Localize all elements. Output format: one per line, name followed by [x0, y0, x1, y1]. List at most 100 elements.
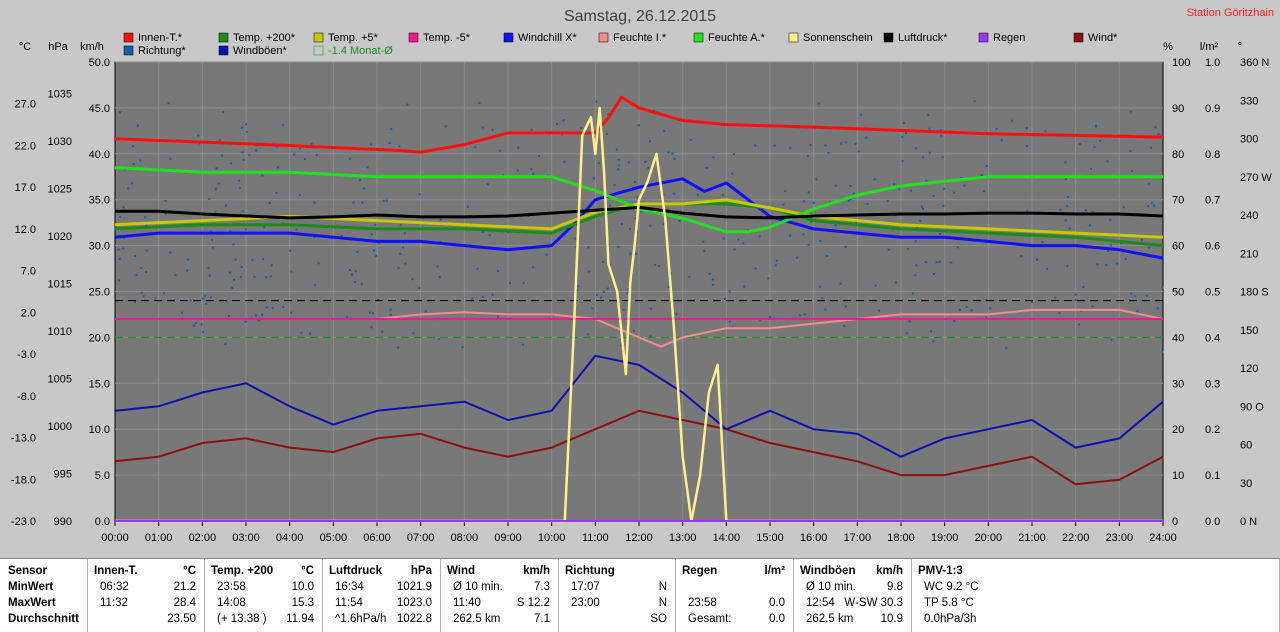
x-tick-label: 18:00	[887, 532, 915, 544]
direction-dot	[927, 113, 930, 116]
direction-dot	[596, 293, 599, 296]
stats-cell-time: 23:58	[688, 597, 717, 609]
tick-label-kmh: 20.0	[89, 332, 110, 344]
axis-unit-rain: l/m²	[1200, 41, 1219, 53]
direction-dot	[1147, 182, 1150, 185]
direction-dot	[1095, 124, 1098, 127]
direction-dot	[1109, 218, 1112, 221]
direction-dot	[1147, 246, 1150, 249]
direction-dot	[617, 168, 620, 171]
direction-dot	[627, 288, 630, 291]
direction-dot	[118, 111, 121, 114]
direction-dot	[356, 250, 359, 253]
tick-label-rain: 0.1	[1205, 470, 1220, 482]
tick-label-percent: 60	[1172, 241, 1184, 253]
direction-dot	[1130, 292, 1133, 295]
direction-dot	[914, 274, 917, 277]
series-line	[114, 198, 1164, 239]
stats-cell-value: S 12.2	[516, 597, 550, 609]
direction-dot	[174, 274, 177, 277]
statistics-table: Sensor MinWert MaxWert Durchschnitt Inne…	[0, 558, 1280, 632]
direction-dot	[370, 233, 373, 236]
tick-label-direction: 270 W	[1240, 172, 1272, 184]
direction-dot	[1041, 241, 1044, 244]
direction-dot	[370, 326, 373, 329]
direction-dot	[754, 267, 757, 270]
direction-dot	[244, 320, 247, 323]
row-label-average: Durchschnitt	[8, 613, 79, 625]
direction-dot	[562, 119, 565, 122]
direction-dot	[478, 101, 481, 104]
direction-dot	[370, 143, 373, 146]
direction-dot	[498, 149, 501, 152]
direction-dot	[637, 124, 640, 127]
direction-dot	[366, 166, 369, 169]
tick-label-celsius: -3.0	[17, 349, 36, 361]
row-label-sensor: Sensor	[8, 565, 47, 577]
direction-dot	[282, 306, 285, 309]
tick-label-hpa: 1005	[48, 373, 72, 385]
direction-dot	[1059, 208, 1062, 211]
direction-dot	[956, 246, 959, 249]
legend-label: Windchill X*	[518, 32, 577, 44]
direction-dot	[210, 238, 213, 241]
tick-label-rain: 0.4	[1205, 332, 1220, 344]
direction-dot	[854, 221, 857, 224]
row-label-max: MaxWert	[8, 597, 56, 609]
legend-label: Regen	[993, 32, 1025, 44]
direction-dot	[743, 285, 746, 288]
direction-dot	[629, 252, 632, 255]
direction-dot	[826, 254, 829, 257]
direction-dot	[1110, 338, 1113, 341]
direction-dot	[767, 277, 770, 280]
direction-dot	[815, 178, 818, 181]
direction-dot	[189, 299, 192, 302]
stats-panel-title: Regen	[682, 565, 718, 577]
direction-dot	[359, 179, 362, 182]
direction-dot	[209, 230, 212, 233]
direction-dot	[673, 192, 676, 195]
direction-dot	[1068, 227, 1071, 230]
direction-dot	[675, 313, 678, 316]
direction-dot	[874, 284, 877, 287]
direction-dot	[186, 269, 189, 272]
direction-dot	[1089, 167, 1092, 170]
direction-dot	[194, 322, 197, 325]
direction-dot	[908, 320, 911, 323]
direction-dot	[390, 128, 393, 131]
x-tick-label: 23:00	[1106, 532, 1134, 544]
direction-dot	[436, 265, 439, 268]
direction-dot	[509, 282, 512, 285]
direction-dot	[821, 297, 824, 300]
direction-dot	[696, 193, 699, 196]
direction-dot	[648, 140, 651, 143]
direction-dot	[827, 151, 830, 154]
direction-dot	[759, 319, 762, 322]
direction-dot	[313, 236, 316, 239]
direction-dot	[289, 249, 292, 252]
direction-dot	[233, 278, 236, 281]
direction-dot	[275, 192, 278, 195]
stats-cell-value: 7.3	[534, 581, 550, 593]
axis-unit-kmh: km/h	[80, 41, 104, 53]
stats-panel: Luftdruck hPa 16:34 1021.9 11:54 1023.0 ^1.6hP…	[323, 559, 441, 632]
tick-label-percent: 20	[1172, 424, 1184, 436]
direction-dot	[497, 269, 500, 272]
direction-dot	[502, 174, 505, 177]
direction-dot	[799, 314, 802, 317]
direction-dot	[374, 223, 377, 226]
direction-dot	[438, 276, 441, 279]
axis-unit-celsius: °C	[19, 41, 31, 53]
direction-dot	[985, 299, 988, 302]
direction-dot	[895, 281, 898, 284]
direction-dot	[1078, 323, 1081, 326]
direction-dot	[281, 124, 284, 127]
direction-dot	[418, 193, 421, 196]
direction-dot	[214, 188, 217, 191]
direction-dot	[142, 295, 145, 298]
direction-dot	[1109, 244, 1112, 247]
stats-cell-value: SO	[650, 613, 667, 625]
direction-dot	[844, 245, 847, 248]
tick-label-direction: 240	[1240, 210, 1258, 222]
direction-dot	[295, 228, 298, 231]
